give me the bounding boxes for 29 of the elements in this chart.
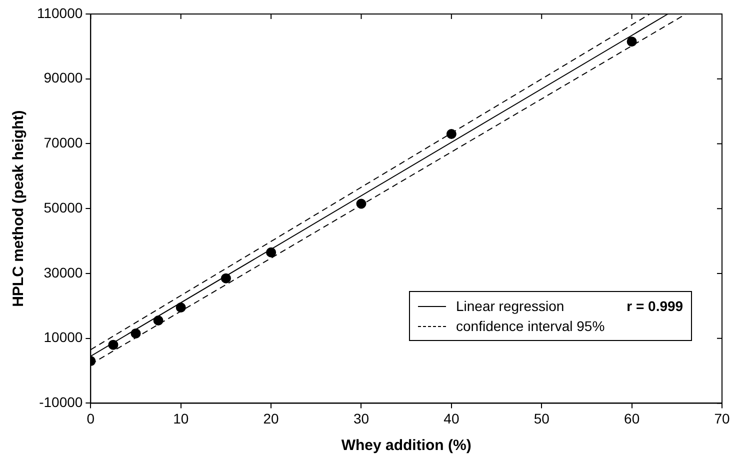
y-tick-label: 110000: [36, 4, 83, 21]
x-tick-label: 50: [534, 410, 550, 426]
y-tick-label: 90000: [44, 70, 83, 86]
point: [176, 302, 186, 313]
x-tick-label: 60: [624, 410, 640, 426]
point: [220, 273, 231, 284]
y-axis-title: HPLC method (peak height): [10, 110, 28, 307]
y-tick-label: 70000: [44, 134, 83, 151]
point: [153, 315, 164, 326]
point: [356, 198, 366, 209]
x-tick-label: 10: [173, 410, 189, 426]
point: [266, 247, 276, 258]
point: [108, 340, 118, 350]
y-tick-label: -10000: [39, 394, 83, 410]
point: [626, 36, 637, 47]
y-tick-label: 10000: [44, 329, 83, 346]
x-axis-title: Whey addition (%): [341, 437, 472, 454]
x-tick-label: 0: [86, 410, 95, 426]
y-tick-label: 50000: [44, 199, 83, 216]
x-tick-label: 70: [714, 410, 730, 426]
x-tick-label: 40: [444, 410, 460, 426]
annotation: r = 0.999: [626, 297, 684, 316]
y-tick-label: 30000: [44, 264, 83, 280]
legend-label: Linear regression: [456, 297, 564, 316]
legend-label: confidence interval 95%: [456, 317, 605, 336]
point: [130, 328, 141, 338]
x-tick-label: 30: [353, 410, 370, 426]
point: [446, 129, 456, 140]
x-tick-label: 20: [263, 410, 280, 426]
